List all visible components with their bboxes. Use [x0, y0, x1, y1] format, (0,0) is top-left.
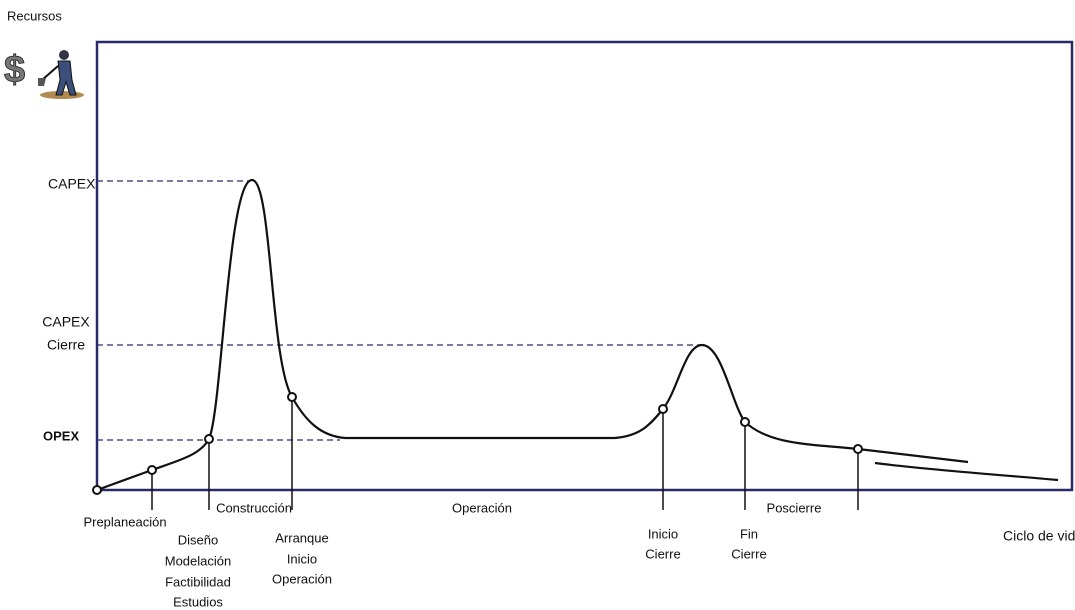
milestone-label: Fin	[740, 526, 758, 541]
dollar-icon: $	[4, 49, 25, 91]
milestone-label: Cierre	[645, 546, 680, 561]
y-label: Recursos	[7, 8, 62, 23]
resource-icons: $	[4, 49, 84, 99]
worker-icon	[38, 50, 84, 99]
milestone-label: Cierre	[731, 546, 766, 561]
phase-label: Operación	[452, 500, 512, 515]
milestone-label: Diseño	[178, 532, 218, 547]
milestone-label: Operación	[272, 571, 332, 586]
x-label: Ciclo de vida	[1003, 528, 1075, 544]
level-label: CAPEX	[48, 176, 96, 192]
milestone-label: Estudios	[173, 594, 223, 609]
milestone-label: Preplaneación	[83, 514, 166, 529]
phase-label: Construcción	[216, 500, 292, 515]
level-label: CAPEX	[42, 314, 90, 330]
milestone-label: Factibilidad	[165, 574, 231, 589]
milestone-label: Modelación	[165, 553, 232, 568]
frame	[95, 40, 1074, 492]
milestone-points	[92, 392, 863, 495]
level-label: OPEX	[43, 428, 79, 443]
phase-label: Poscierre	[767, 500, 822, 515]
curve-tail	[874, 461, 1059, 482]
level-label: Cierre	[47, 337, 85, 353]
milestone-label: Inicio	[648, 526, 678, 541]
milestone-ticks	[151, 397, 859, 510]
resource-curve	[96, 178, 969, 492]
milestone-label: Inicio	[287, 551, 317, 566]
milestone-label: Arranque	[275, 530, 328, 545]
